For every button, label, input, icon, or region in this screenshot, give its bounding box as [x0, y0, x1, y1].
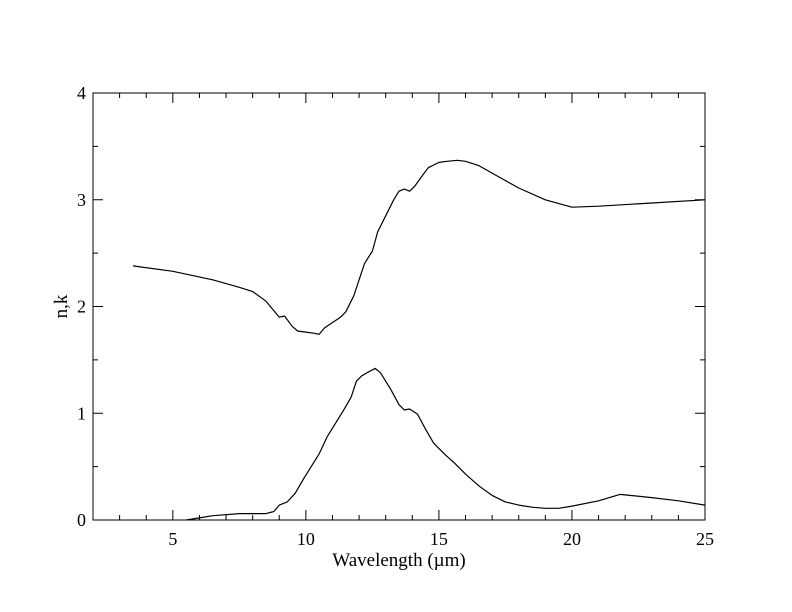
y-tick-label: 0 [77, 510, 86, 530]
plot-frame [92, 92, 706, 521]
y-major-ticks [93, 92, 705, 521]
x-minor-ticks [119, 93, 679, 520]
y-tick-label: 2 [77, 297, 86, 317]
series-line-1 [132, 159, 706, 335]
y-tick-label: 1 [77, 403, 86, 423]
x-tick-label: 5 [168, 529, 177, 549]
x-major-ticks [172, 93, 706, 520]
x-tick-label: 15 [430, 529, 448, 549]
x-tick-label: 25 [696, 529, 714, 549]
x-tick-label: 20 [563, 529, 581, 549]
series-group [132, 159, 706, 521]
x-tick-labels: 5 10 15 20 25 [168, 529, 714, 549]
x-axis-title: Wavelength (µm) [332, 550, 465, 571]
y-minor-ticks [93, 145, 705, 468]
y-tick-label: 3 [77, 190, 86, 210]
x-tick-label: 10 [297, 529, 315, 549]
y-axis-title: n,k [51, 294, 72, 318]
series-line-2 [186, 367, 706, 521]
y-tick-label: 4 [77, 83, 86, 103]
y-tick-labels: 0 1 2 3 4 [77, 83, 86, 530]
